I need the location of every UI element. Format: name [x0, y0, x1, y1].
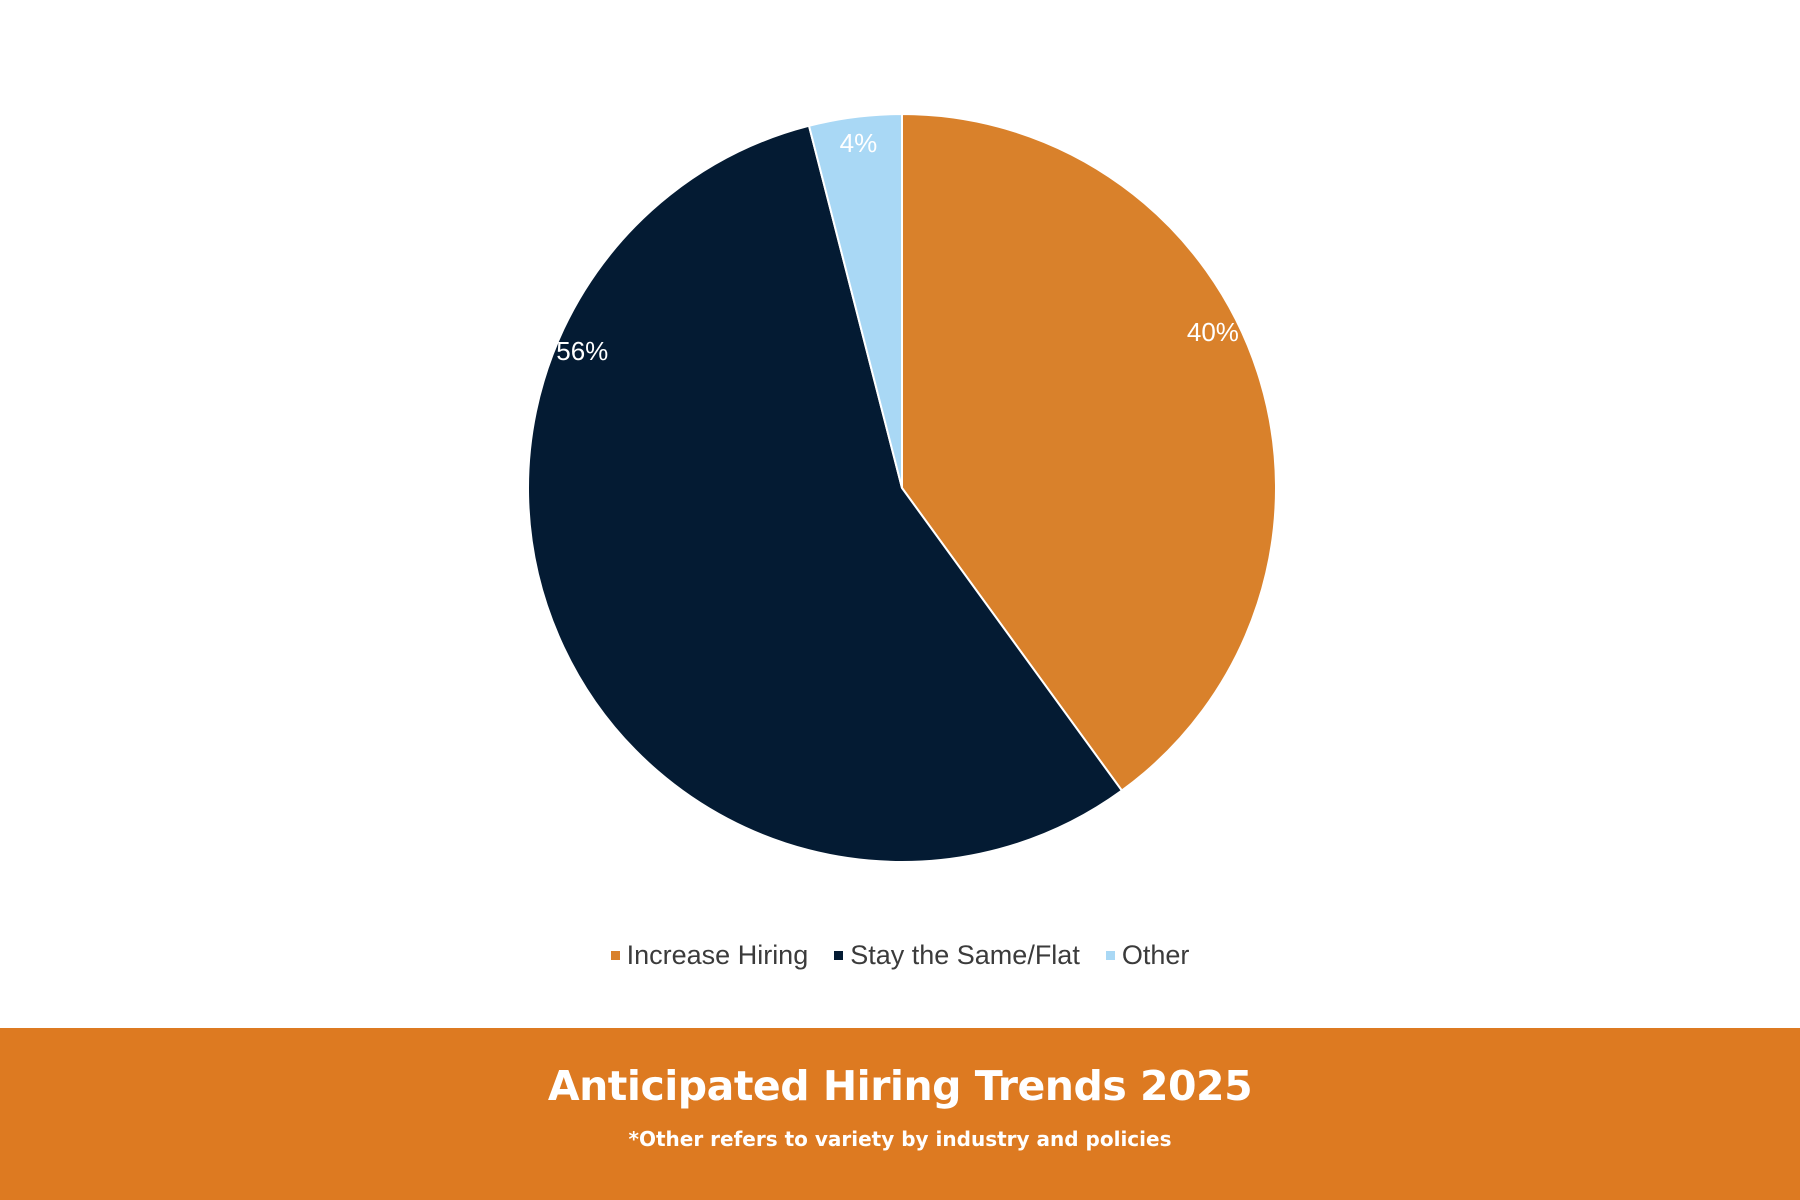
chart-legend: Increase Hiring Stay the Same/Flat Other: [0, 940, 1800, 971]
footnote: *Other refers to variety by industry and…: [628, 1127, 1172, 1152]
legend-swatch-stay-the-same: [834, 951, 844, 960]
legend-swatch-other: [1105, 951, 1115, 960]
legend-swatch-increase-hiring: [610, 951, 620, 960]
footer-band: Anticipated Hiring Trends 2025 *Other re…: [0, 1028, 1800, 1200]
data-label-other: 4%: [840, 128, 878, 158]
pie-slices: [527, 112, 1277, 863]
legend-item-stay-the-same: Stay the Same/Flat: [834, 940, 1080, 971]
legend-label-increase-hiring: Increase Hiring: [626, 940, 809, 970]
pie-chart: 40% 56% 4%: [527, 112, 1277, 863]
legend-label-other: Other: [1121, 940, 1190, 970]
legend-item-increase-hiring: Increase Hiring: [610, 940, 809, 971]
pie-data-labels: 40% 56% 4%: [556, 128, 1239, 366]
legend-label-stay-the-same: Stay the Same/Flat: [850, 940, 1080, 970]
data-label-stay-the-same: 56%: [556, 336, 608, 366]
data-label-increase-hiring: 40%: [1187, 317, 1239, 347]
chart-title: Anticipated Hiring Trends 2025: [547, 1062, 1253, 1110]
pie-slice-increase-hiring: [901, 112, 1277, 792]
pie-slice-stay-the-same: [527, 124, 1124, 863]
pie-slice-other: [807, 112, 903, 489]
legend-item-other: Other: [1105, 940, 1190, 971]
